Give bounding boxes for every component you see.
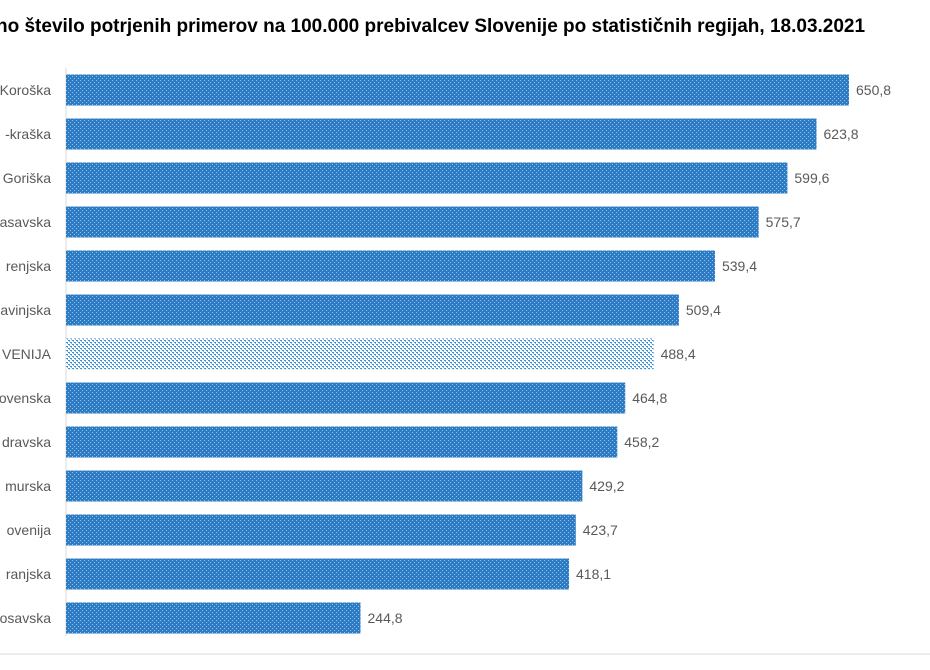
chart-title: no število potrjenih primerov na 100.000… [0, 16, 866, 37]
bar [66, 382, 626, 414]
data-label: 244,8 [368, 610, 403, 626]
category-label: VENIJA [2, 346, 52, 362]
category-label: ranjska [6, 566, 51, 582]
bar [66, 558, 570, 590]
bar [66, 294, 679, 326]
category-label: Goriška [3, 170, 51, 186]
data-label: 575,7 [766, 214, 801, 230]
data-label: 464,8 [632, 390, 667, 406]
data-label: 458,2 [624, 434, 659, 450]
data-label: 429,2 [589, 478, 624, 494]
bar [66, 118, 817, 150]
bar [66, 250, 715, 282]
category-label: asavska [0, 214, 51, 230]
bar [66, 426, 618, 458]
category-label: murska [5, 478, 51, 494]
data-label: 650,8 [856, 82, 891, 98]
data-label: 423,7 [583, 522, 618, 538]
bar [66, 602, 361, 634]
category-label: osavska [0, 610, 51, 626]
bar [66, 74, 849, 106]
category-label: avinjska [0, 302, 51, 318]
bar [66, 206, 759, 238]
category-label: dravska [2, 434, 51, 450]
bar [66, 162, 788, 194]
bar [66, 338, 654, 370]
category-label: renjska [6, 258, 51, 274]
data-label: 509,4 [686, 302, 721, 318]
data-label: 488,4 [661, 346, 696, 362]
category-label: ovenska [0, 390, 51, 406]
data-label: 539,4 [722, 258, 757, 274]
bar [66, 470, 583, 502]
data-label: 623,8 [824, 126, 859, 142]
category-label: ovenija [7, 522, 52, 538]
category-label: -kraška [5, 126, 51, 142]
bar [66, 514, 576, 546]
data-label: 599,6 [794, 170, 829, 186]
category-label: Koroška [0, 82, 51, 98]
data-label: 418,1 [576, 566, 611, 582]
